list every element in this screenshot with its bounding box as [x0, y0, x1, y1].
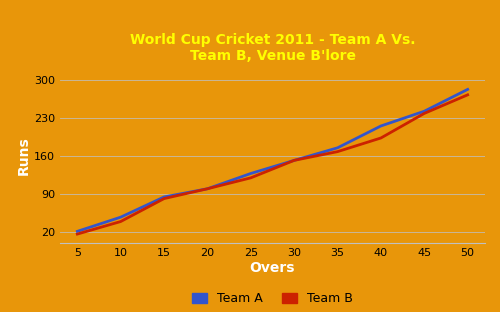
Team A [204, 187, 210, 191]
Team B [422, 111, 428, 115]
Team A [118, 215, 124, 219]
Team B [291, 158, 297, 162]
Legend: Team A, Team B: Team A, Team B [188, 287, 358, 310]
Team A [422, 109, 428, 113]
Team A [334, 146, 340, 150]
Team A [291, 158, 297, 162]
Team A [74, 230, 80, 233]
X-axis label: Overs: Overs [250, 261, 295, 275]
Team A [161, 195, 167, 199]
Team B [334, 150, 340, 154]
Team B [464, 93, 470, 97]
Team B [378, 136, 384, 140]
Team B [248, 176, 254, 180]
Line: Team A: Team A [78, 89, 468, 232]
Team A [248, 172, 254, 175]
Y-axis label: Runs: Runs [17, 137, 31, 175]
Team A [378, 124, 384, 128]
Line: Team B: Team B [78, 95, 468, 234]
Team B [118, 220, 124, 223]
Team B [204, 187, 210, 191]
Title: World Cup Cricket 2011 - Team A Vs.
Team B, Venue B'lore: World Cup Cricket 2011 - Team A Vs. Team… [130, 33, 415, 63]
Team B [161, 197, 167, 201]
Team B [74, 232, 80, 236]
Team A [464, 87, 470, 91]
